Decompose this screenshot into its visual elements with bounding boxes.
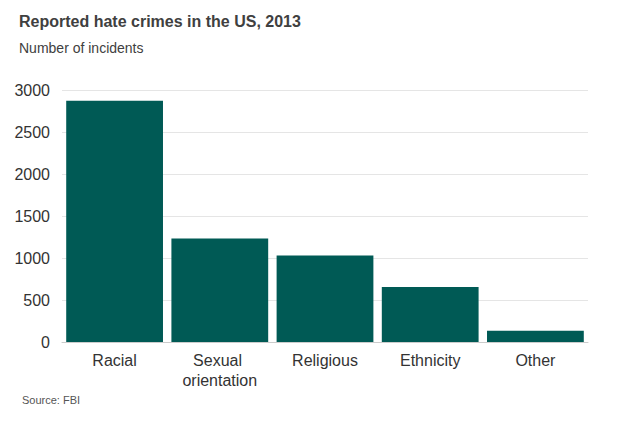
svg-text:Religious: Religious (292, 352, 358, 369)
svg-text:Sexual: Sexual (193, 352, 246, 369)
svg-text:1000: 1000 (14, 250, 50, 267)
svg-text:orientation: orientation (182, 372, 257, 389)
svg-text:2500: 2500 (14, 124, 50, 141)
svg-text:500: 500 (23, 292, 50, 309)
svg-text:Reported hate crimes in the US: Reported hate crimes in the US, 2013 (19, 13, 301, 30)
svg-text:3000: 3000 (14, 82, 50, 99)
svg-text:Source: FBI: Source: FBI (22, 394, 80, 406)
svg-text:2000: 2000 (14, 166, 50, 183)
svg-text:1500: 1500 (14, 208, 50, 225)
svg-text:Ethnicity: Ethnicity (400, 352, 460, 369)
svg-text:0: 0 (41, 334, 50, 351)
svg-text:Racial: Racial (92, 352, 136, 369)
svg-text:Other: Other (515, 352, 556, 369)
svg-text:Number of incidents: Number of incidents (19, 40, 144, 56)
